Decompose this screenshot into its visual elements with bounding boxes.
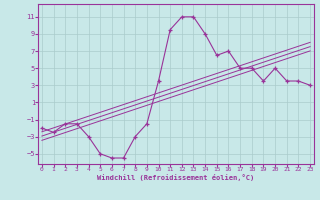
X-axis label: Windchill (Refroidissement éolien,°C): Windchill (Refroidissement éolien,°C) <box>97 174 255 181</box>
